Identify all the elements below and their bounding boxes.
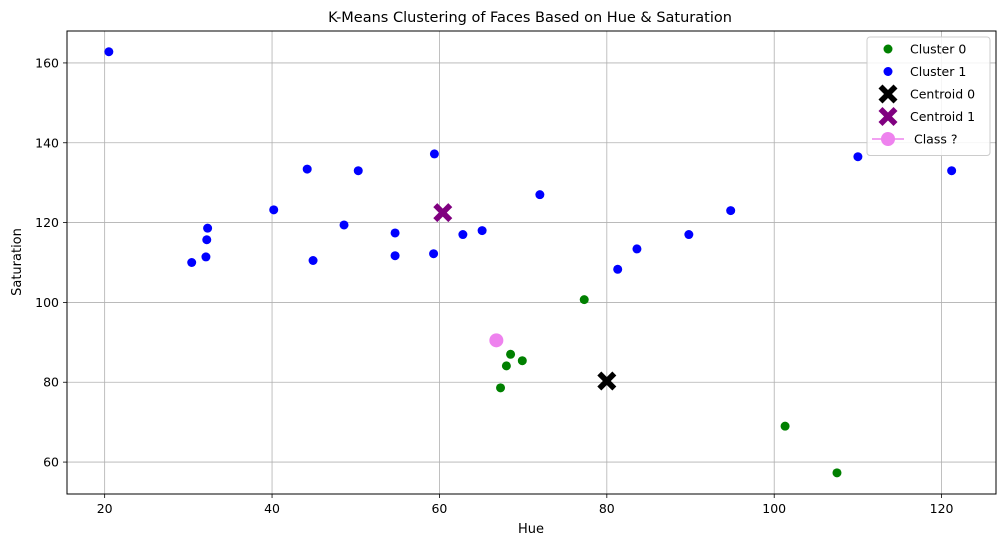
legend-marker-cluster-0 xyxy=(883,44,893,54)
x-tick-label: 20 xyxy=(97,501,113,516)
cluster-1-point xyxy=(302,164,312,174)
legend-marker-centroid-0 xyxy=(878,84,898,104)
cluster-0-point xyxy=(501,361,511,371)
y-axis-label: Saturation xyxy=(10,228,25,296)
cluster-1-point xyxy=(339,220,349,230)
y-tick-label: 100 xyxy=(35,295,59,310)
legend: Cluster 0 Cluster 1 Centroid 0 Centroid 1 C… xyxy=(866,36,991,156)
cluster-1-point xyxy=(477,226,487,236)
legend-label: Cluster 0 xyxy=(910,42,966,57)
cluster-0-point xyxy=(506,349,516,359)
cluster-0-point xyxy=(832,468,842,478)
x-axis-ticks: 20 40 60 80 100 120 xyxy=(97,494,954,516)
legend-label: Class ? xyxy=(910,132,957,147)
cluster-0-point xyxy=(579,295,589,305)
chart-title: K-Means Clustering of Faces Based on Hue… xyxy=(328,10,732,26)
y-tick-label: 140 xyxy=(35,135,59,150)
y-tick-label: 80 xyxy=(43,375,59,390)
legend-label: Centroid 1 xyxy=(910,109,975,124)
x-tick-label: 60 xyxy=(431,501,447,516)
cluster-1-point xyxy=(613,264,623,274)
cluster-1-point xyxy=(390,228,400,238)
cluster-1-point xyxy=(853,152,863,162)
y-tick-label: 60 xyxy=(43,455,59,470)
grid-lines xyxy=(67,31,996,494)
cluster-0-point xyxy=(517,356,527,366)
cluster-1-point xyxy=(632,244,642,254)
plot-frame xyxy=(66,30,997,495)
legend-marker-class xyxy=(881,132,895,146)
legend-marker-cluster-1 xyxy=(883,67,893,76)
cluster-1-point xyxy=(684,230,694,240)
y-tick-label: 120 xyxy=(35,215,59,230)
cluster-1-point xyxy=(429,149,439,159)
legend-box xyxy=(866,36,991,156)
cluster-1-point xyxy=(458,230,468,240)
cluster-1-point xyxy=(203,223,213,233)
cluster-0-point xyxy=(496,383,506,393)
cluster-1-point xyxy=(726,206,736,216)
class-point xyxy=(489,333,504,348)
cluster-1-point xyxy=(269,205,279,215)
cluster-0-point xyxy=(780,421,790,431)
cluster-1-point xyxy=(201,252,211,262)
cluster-1-point xyxy=(947,166,957,176)
cluster-1-point xyxy=(202,235,212,245)
y-tick-label: 160 xyxy=(35,55,59,70)
data-points xyxy=(104,47,957,478)
x-tick-label: 80 xyxy=(599,501,615,516)
cluster-1-point xyxy=(104,47,114,57)
cluster-1-point xyxy=(429,249,439,259)
legend-label: Centroid 0 xyxy=(910,87,975,102)
cluster-1-point xyxy=(535,190,545,200)
x-tick-label: 120 xyxy=(930,501,954,516)
centroid-1-point xyxy=(433,203,453,223)
cluster-1-point xyxy=(308,256,318,266)
cluster-1-point xyxy=(390,251,400,261)
x-axis-label: Hue xyxy=(518,522,544,537)
legend-marker-centroid-1 xyxy=(878,107,898,126)
centroid-0-point xyxy=(597,371,617,391)
y-axis-ticks: 60 80 100 120 140 160 xyxy=(35,55,67,470)
cluster-1-point xyxy=(187,258,197,267)
legend-label: Cluster 1 xyxy=(910,64,966,79)
x-tick-label: 100 xyxy=(762,501,786,516)
cluster-1-point xyxy=(353,166,363,176)
x-tick-label: 40 xyxy=(264,501,280,516)
